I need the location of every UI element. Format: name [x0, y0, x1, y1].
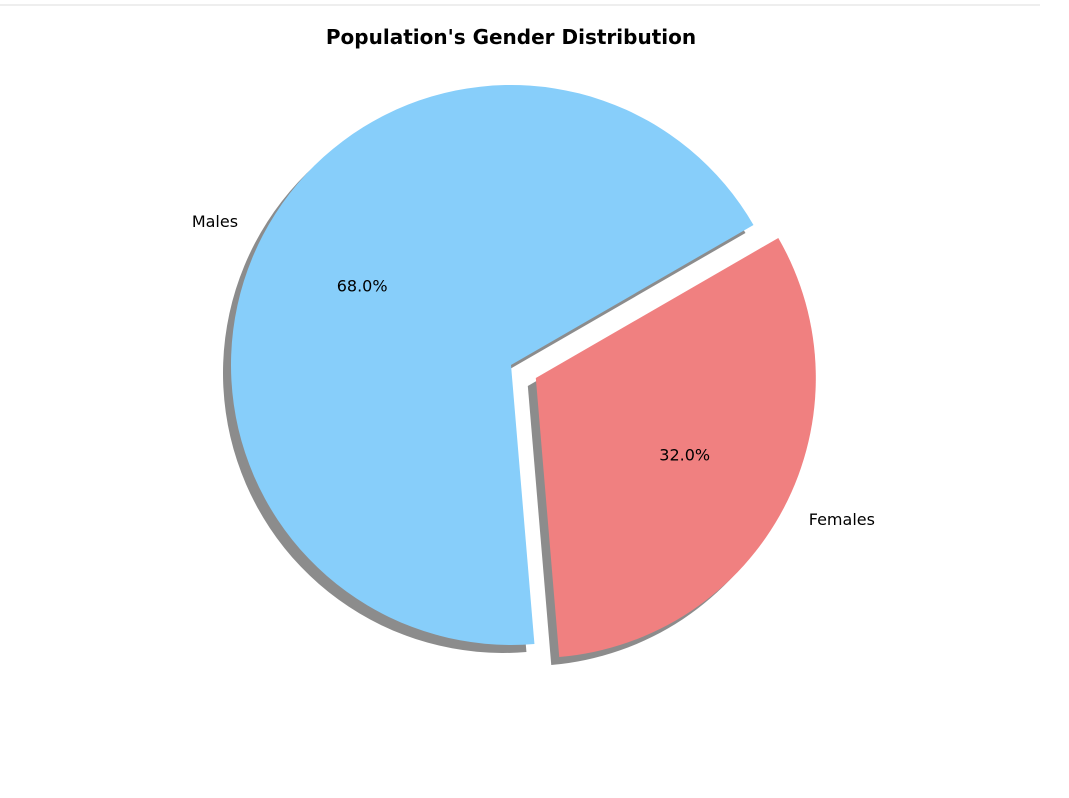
- percent-label-females: 32.0%: [659, 445, 710, 464]
- slice-label-males: Males: [192, 212, 238, 231]
- chart-title: Population's Gender Distribution: [326, 25, 696, 49]
- pie-slices: [231, 85, 816, 657]
- pie-labels: Males 68.0% Females 32.0%: [192, 212, 875, 529]
- slice-label-females: Females: [809, 510, 875, 529]
- percent-label-males: 68.0%: [337, 277, 388, 296]
- pie-slice-females: [535, 237, 816, 657]
- pie-slice-males: [231, 85, 754, 645]
- top-divider: [0, 4, 1040, 6]
